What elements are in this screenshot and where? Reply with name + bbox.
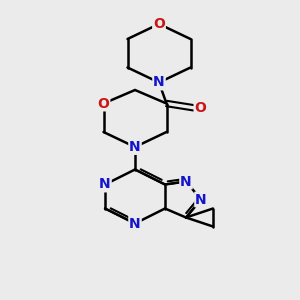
Text: O: O	[153, 17, 165, 31]
Text: N: N	[153, 76, 165, 89]
Text: O: O	[98, 97, 110, 110]
Text: N: N	[195, 193, 207, 206]
Text: N: N	[99, 178, 111, 191]
Text: O: O	[194, 101, 206, 115]
Text: N: N	[129, 140, 141, 154]
Text: N: N	[129, 217, 141, 230]
Text: N: N	[180, 175, 192, 188]
